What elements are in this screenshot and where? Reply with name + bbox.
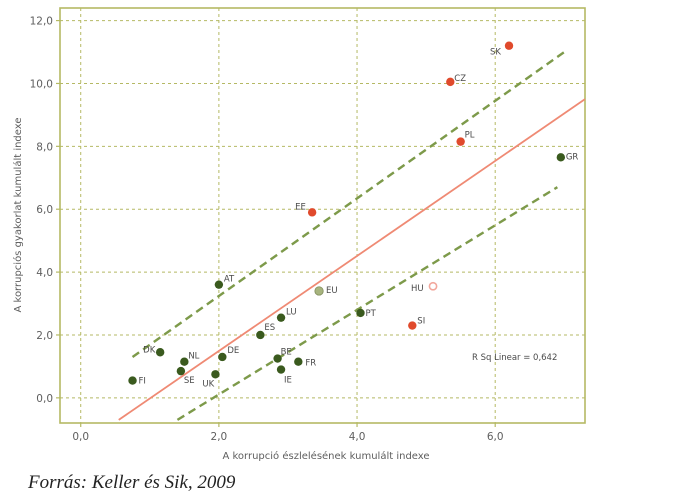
data-point-pt xyxy=(356,308,365,318)
x-tick-label: 4,0 xyxy=(349,431,366,443)
point-label-se: SE xyxy=(184,376,195,386)
lower-confidence-band xyxy=(176,186,558,421)
axis-ticks: 0,0 2,0 4,0 6,0 0,0 2,0 4,0 6,0 8,0 10,0 12,0 xyxy=(30,16,504,443)
data-point-be xyxy=(273,354,282,363)
data-point-uk xyxy=(211,370,220,379)
data-point-cz xyxy=(446,77,455,87)
point-label-fr: FR xyxy=(305,359,316,369)
point-label-eu: EU xyxy=(326,286,338,296)
y-axis-label: A korrupciós gyakorlat kumulált indexe xyxy=(12,117,24,312)
plot-frame xyxy=(59,7,586,424)
point-label-pt: PT xyxy=(365,309,376,319)
upper-confidence-band xyxy=(131,51,565,358)
point-label-cz: CZ xyxy=(454,74,466,84)
point-label-uk: UK xyxy=(202,379,214,389)
x-tick-label: 2,0 xyxy=(211,431,228,443)
data-point-es xyxy=(256,330,265,340)
y-tick-label: 12,0 xyxy=(30,16,53,28)
data-point-dk xyxy=(155,348,165,357)
point-label-lu: LU xyxy=(286,308,297,318)
data-point-fi xyxy=(128,376,137,385)
source-caption: Forrás: Keller és Sik, 2009 xyxy=(28,472,236,493)
point-label-sk: SK xyxy=(490,48,501,58)
data-point-fr xyxy=(294,357,303,366)
y-tick-label: 4,0 xyxy=(36,267,53,279)
point-label-dk: DK xyxy=(143,345,156,355)
point-label-hu: HU xyxy=(411,284,424,294)
data-point-se xyxy=(176,366,186,376)
point-label-nl: NL xyxy=(188,352,199,362)
r-squared-annotation: R Sq Linear = 0,642 xyxy=(472,353,557,363)
linear-fit-line xyxy=(118,98,586,421)
point-label-si: SI xyxy=(417,317,425,327)
data-point-at xyxy=(214,280,224,289)
data-point-eu xyxy=(314,286,324,296)
y-tick-label: 10,0 xyxy=(30,78,53,90)
point-label-pl: PL xyxy=(465,131,475,141)
data-point-hu xyxy=(428,281,438,291)
data-point-sk xyxy=(504,41,514,50)
data-point-lu xyxy=(276,313,286,322)
data-point-ie xyxy=(276,365,286,374)
x-tick-label: 0,0 xyxy=(72,431,89,443)
y-tick-label: 8,0 xyxy=(36,141,53,153)
point-label-ee: EE xyxy=(295,202,306,212)
scatter-chart: 0,0 2,0 4,0 6,0 0,0 2,0 4,0 6,0 8,0 10,0 12,0 FI DK… xyxy=(12,7,586,462)
x-axis-label: A korrupció észlelésének kumulált indexe xyxy=(222,450,429,462)
point-label-gr: GR xyxy=(566,152,579,162)
data-points xyxy=(128,41,566,385)
x-tick-label: 6,0 xyxy=(487,431,504,443)
point-label-be: BE xyxy=(281,348,292,358)
point-label-es: ES xyxy=(264,323,275,333)
point-label-at: AT xyxy=(224,275,235,285)
data-point-gr xyxy=(556,153,566,162)
data-point-nl xyxy=(180,357,189,366)
data-point-ee xyxy=(307,208,317,217)
y-tick-label: 2,0 xyxy=(36,330,53,342)
data-point-pl xyxy=(456,137,465,146)
point-label-ie: IE xyxy=(284,376,292,386)
regression-lines xyxy=(118,51,586,421)
y-tick-label: 0,0 xyxy=(36,393,53,405)
point-label-fi: FI xyxy=(139,377,146,387)
y-tick-label: 6,0 xyxy=(36,204,53,216)
point-label-de: DE xyxy=(227,346,239,356)
point-labels: FI DK NL SE UK DE AT ES LU BE IE FR EU PT GR EE CZ SK PL SI… xyxy=(139,48,579,390)
data-point-de xyxy=(218,352,227,362)
data-point-si xyxy=(408,321,417,330)
